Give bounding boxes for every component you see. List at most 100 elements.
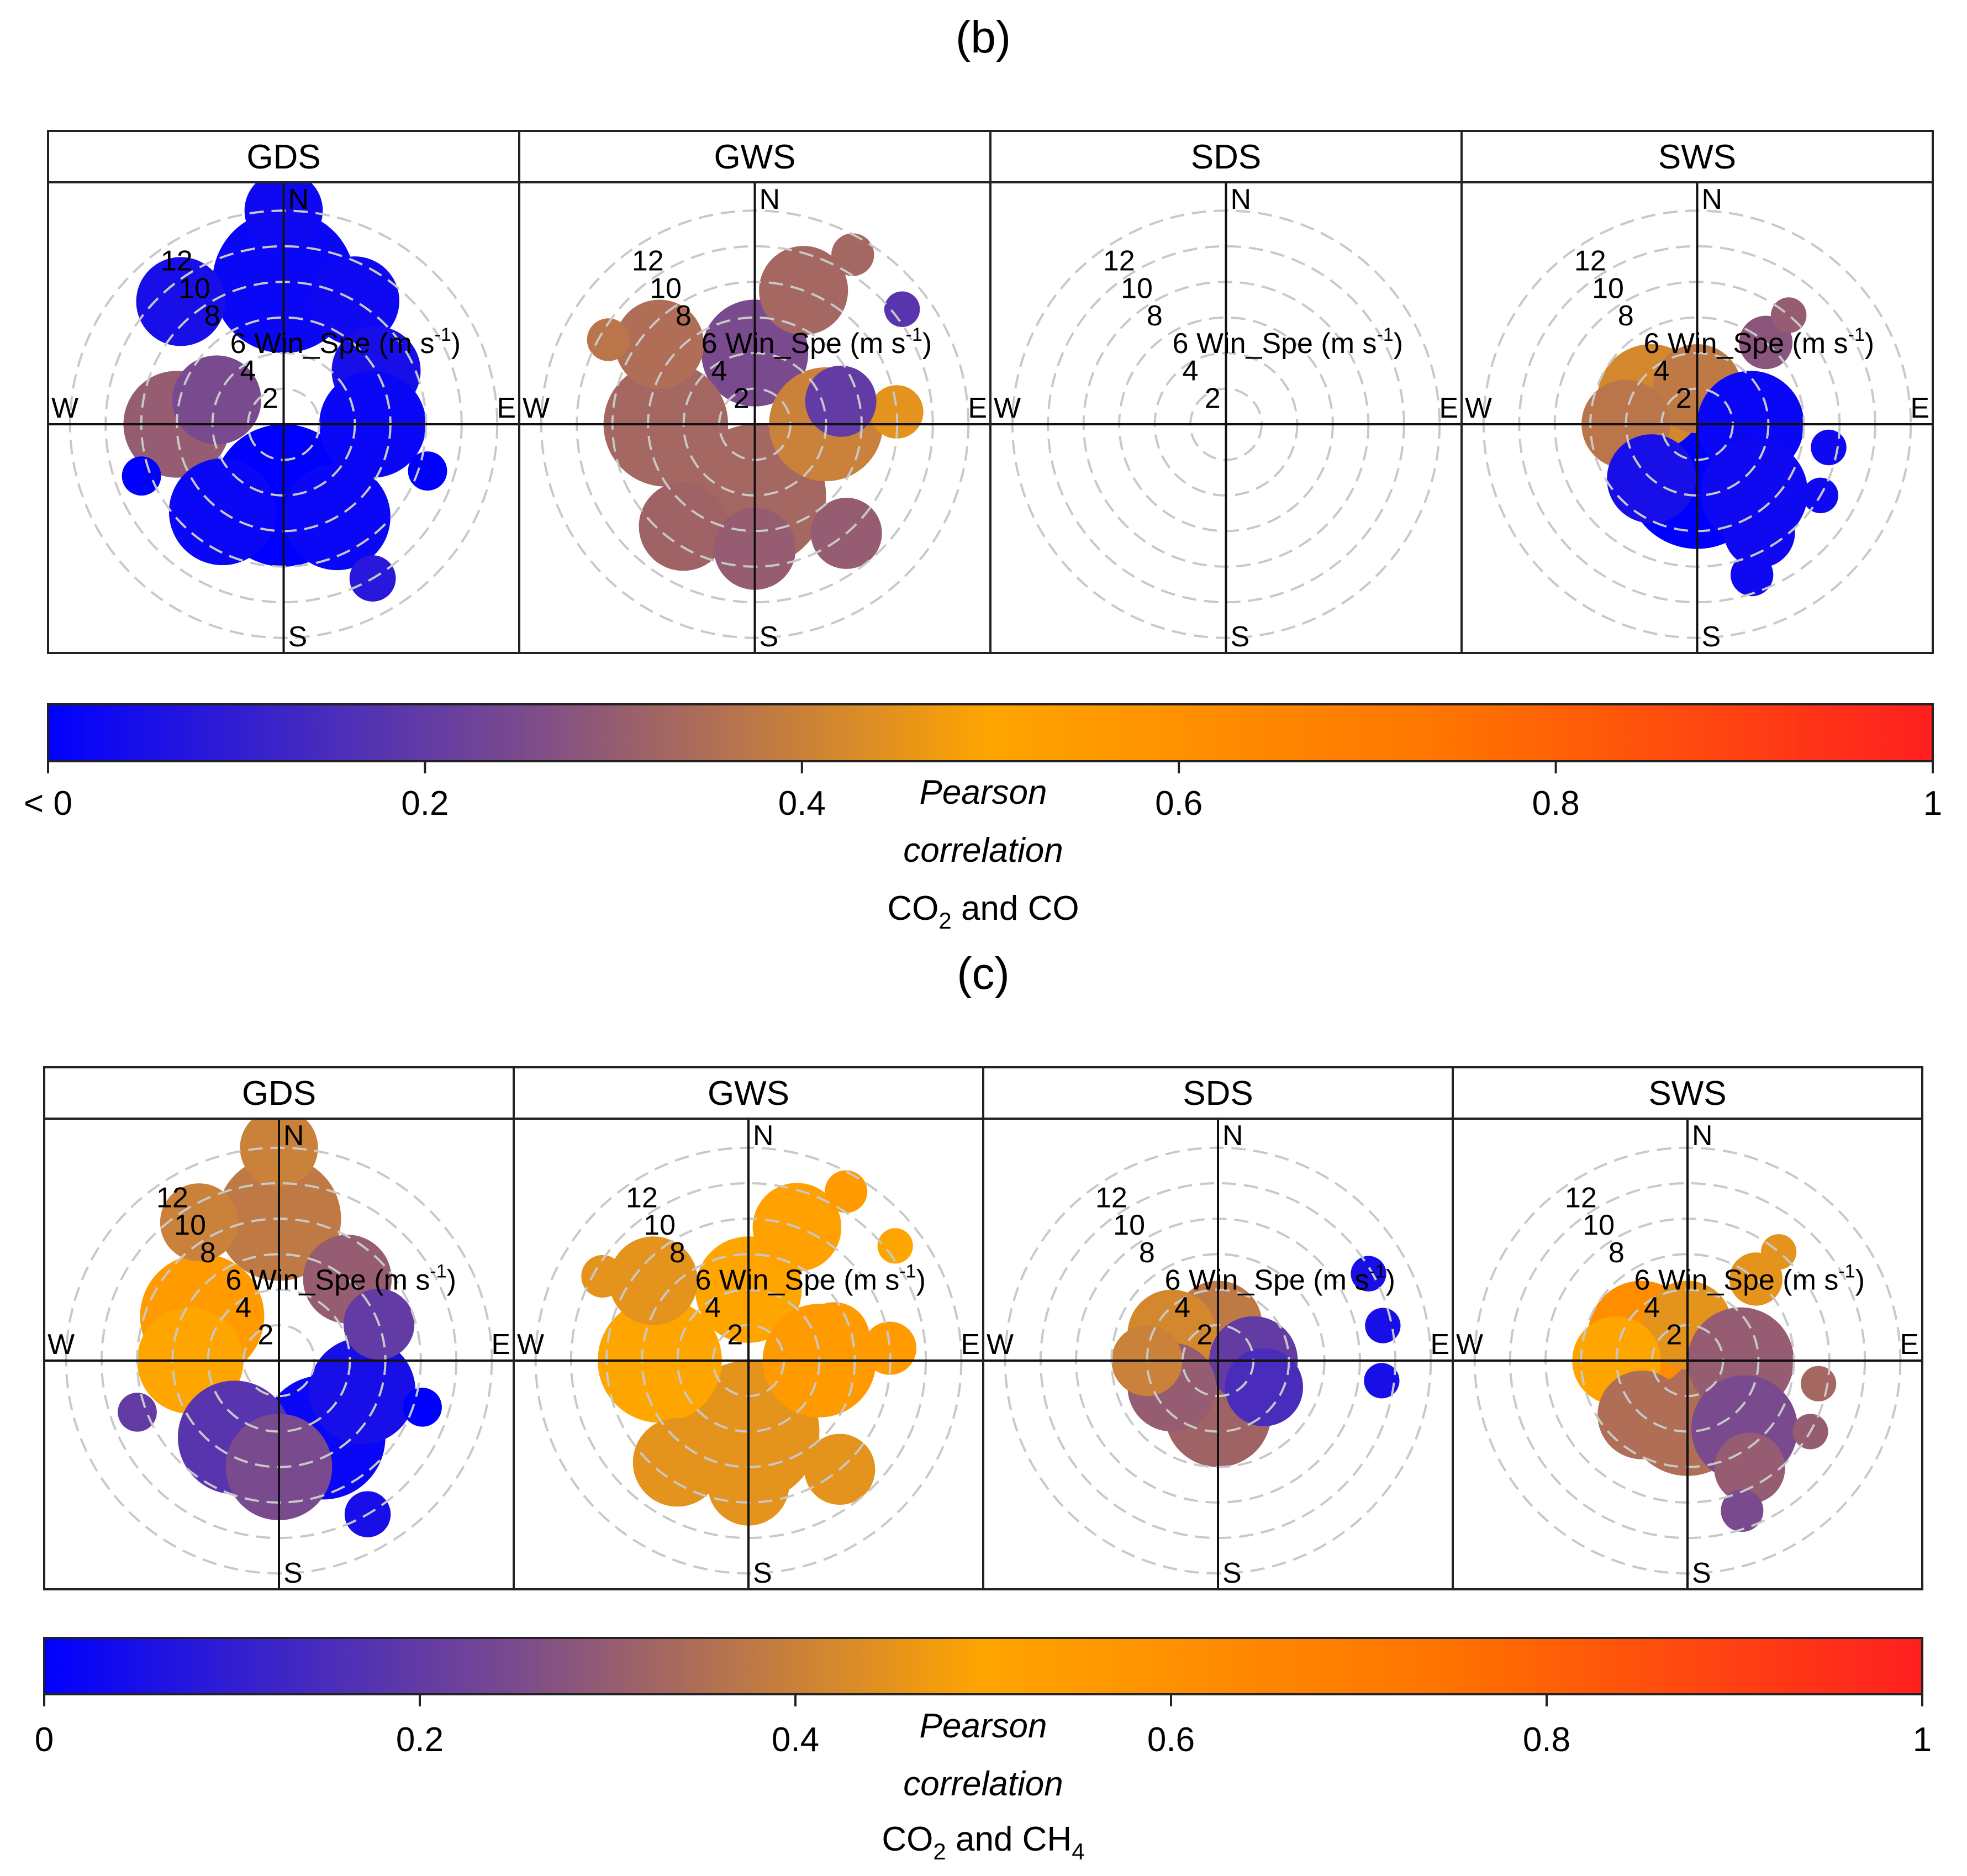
compass-s: S: [288, 621, 308, 653]
compass-s: S: [1231, 621, 1250, 653]
radial-label: 4: [235, 1292, 251, 1324]
facet-title: GDS: [242, 1074, 316, 1113]
colorbar-species: CO2 and CH4: [882, 1820, 1084, 1864]
radial-axis-label: 6 Win_Spe (m s-1): [1644, 324, 1874, 360]
radial-label: 4: [240, 355, 256, 387]
radial-label: 4: [705, 1292, 721, 1324]
pollution-blob: [1714, 1432, 1785, 1504]
pollution-blob: [403, 1388, 442, 1427]
pollution-blob: [160, 1183, 239, 1262]
polar-area: [1453, 1119, 1922, 1589]
pollution-blob: [639, 482, 728, 571]
colorbar-title-line2: correlation: [903, 831, 1063, 870]
compass-w: W: [517, 1329, 544, 1361]
pollution-blob: [831, 233, 874, 276]
compass-w: W: [987, 1329, 1014, 1361]
compass-n: N: [1222, 1120, 1243, 1152]
compass-e: E: [1900, 1329, 1919, 1361]
compass-s: S: [283, 1557, 303, 1589]
compass-s: S: [1692, 1557, 1711, 1589]
colorbar-tick-label: 0.2: [396, 1721, 444, 1759]
compass-w: W: [48, 1329, 75, 1361]
radial-label: 4: [1174, 1292, 1190, 1324]
compass-n: N: [1231, 183, 1252, 215]
colorbar-tick-label: 0.8: [1532, 784, 1579, 823]
compass-s: S: [1702, 621, 1721, 653]
pollution-blob: [1811, 429, 1847, 466]
facet-strip: [518, 130, 992, 183]
colorbar-tick-label: 0.8: [1523, 1721, 1570, 1759]
pollution-blob: [136, 257, 225, 346]
radial-label: 10: [178, 272, 210, 304]
facet-title: SWS: [1658, 138, 1736, 176]
colorbar-tick-label: 0.4: [778, 784, 826, 823]
facet-strip: [513, 1066, 984, 1120]
panel-letter: (c): [957, 948, 1010, 999]
radial-label: 2: [1676, 382, 1692, 414]
facet-strip: [1460, 130, 1934, 183]
compass-n: N: [1702, 183, 1723, 215]
pollution-blob: [310, 256, 399, 346]
facet-border: [1452, 1118, 1923, 1590]
radial-label: 10: [650, 272, 682, 304]
colorbar-gradient: [43, 1637, 1923, 1695]
radial-label: 4: [1182, 355, 1198, 387]
radial-label: 8: [200, 1237, 216, 1269]
colorbar: 0 0.2 0.4 0.6 0.8 1 Pearson correlation CO2 and …: [35, 1637, 1932, 1864]
colorbar-title-line1: Pearson: [920, 1707, 1047, 1745]
pollution-blob: [877, 1228, 913, 1264]
pollution-blob: [408, 451, 447, 491]
radial-label: 12: [1095, 1182, 1127, 1214]
facet-strip: [982, 1066, 1454, 1120]
compass-w: W: [523, 392, 550, 424]
pollution-blob: [632, 1417, 722, 1507]
radial-label: 4: [711, 355, 727, 387]
pollution-blob: [825, 1170, 868, 1213]
colorbar-tick-label: 0.6: [1155, 784, 1203, 823]
facet-strip: [1452, 1066, 1923, 1120]
pollution-blob: [581, 1255, 624, 1298]
radial-label: 10: [1583, 1209, 1615, 1241]
facet-title: SDS: [1183, 1074, 1253, 1113]
radial-label: 10: [1113, 1209, 1145, 1241]
compass-n: N: [753, 1120, 774, 1152]
colorbar-tick-label: 0.6: [1147, 1721, 1195, 1759]
pollution-blob: [1731, 553, 1774, 597]
panel-letter: (b): [956, 12, 1011, 62]
compass-w: W: [994, 392, 1021, 424]
radial-label: 2: [1196, 1319, 1212, 1351]
compass-n: N: [760, 183, 781, 215]
pollution-blob: [1364, 1363, 1400, 1399]
facet-strip: [47, 130, 520, 183]
radial-label: 12: [1565, 1182, 1597, 1214]
radial-label: 12: [1574, 245, 1606, 277]
pollution-blob: [309, 1337, 416, 1445]
radial-label: 2: [727, 1319, 743, 1351]
radial-label: 2: [1205, 382, 1221, 414]
polar-area: [983, 1119, 1453, 1589]
facet-title: GDS: [246, 138, 320, 176]
pollution-blob: [615, 299, 704, 389]
facet-strip: [43, 1066, 515, 1120]
radial-label: 10: [174, 1209, 206, 1241]
compass-n: N: [283, 1120, 304, 1152]
polar-area: [514, 1119, 983, 1589]
radial-axis-label: 6 Win_Spe (m s-1): [1173, 324, 1403, 360]
compass-e: E: [961, 1329, 980, 1361]
facet-title: GWS: [714, 138, 795, 176]
radial-label: 10: [1592, 272, 1624, 304]
colorbar-gradient: [47, 703, 1934, 762]
radial-label: 8: [1147, 300, 1163, 332]
colorbar: < 0 0.2 0.4 0.6 0.8 1 Pearson correlation CO2 an…: [24, 703, 1942, 934]
radial-label: 2: [734, 382, 750, 414]
radial-label: 2: [262, 382, 278, 414]
